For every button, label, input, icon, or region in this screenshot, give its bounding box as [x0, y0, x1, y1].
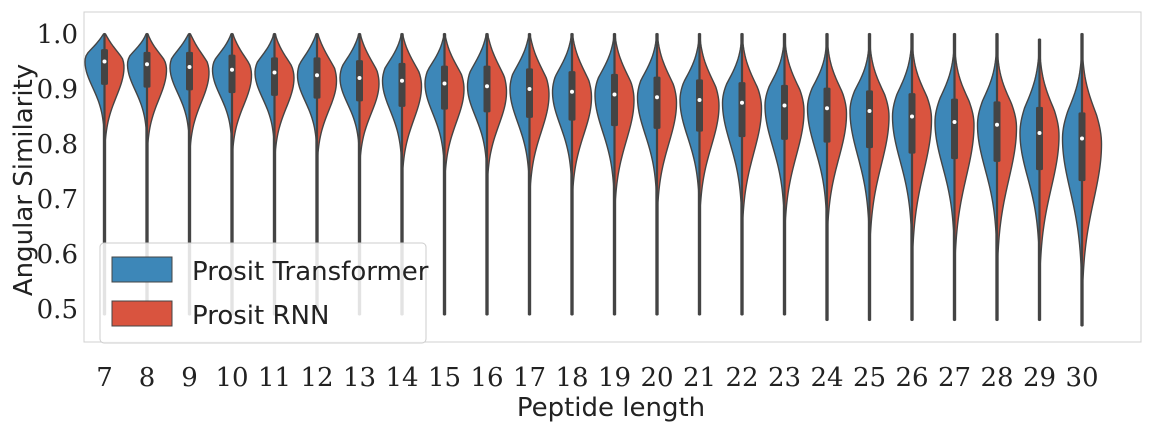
x-tick-label: 11: [258, 363, 291, 393]
violin-iqr-box: [526, 68, 533, 118]
violin-median-dot: [527, 87, 532, 91]
violin-iqr-box: [653, 76, 661, 129]
violin-iqr-box: [228, 54, 236, 94]
legend-label-rnn: Prosit RNN: [192, 301, 329, 331]
x-tick-label: 14: [385, 363, 418, 393]
violin-median-dot: [825, 106, 829, 111]
violin-median-dot: [867, 109, 872, 113]
violin-median-dot: [1080, 136, 1084, 141]
violin-median-dot: [952, 120, 957, 124]
violin-iqr-box: [611, 73, 618, 127]
violin-median-dot: [315, 73, 319, 78]
y-tick-label: 0.7: [37, 185, 78, 215]
x-tick-label: 13: [343, 363, 376, 393]
violin-iqr-box: [143, 51, 151, 88]
violin-iqr-box: [398, 62, 406, 107]
y-tick-label: 1.0: [37, 20, 78, 50]
y-tick-label: 0.8: [37, 130, 78, 160]
violin-median-dot: [187, 65, 192, 69]
violin-iqr-box: [313, 57, 321, 99]
x-tick-label: 17: [513, 363, 546, 393]
violin-iqr-box: [356, 60, 363, 102]
violin-median-dot: [570, 89, 574, 94]
legend-label-transformer: Prosit Transformer: [192, 257, 429, 287]
y-tick-label: 0.9: [37, 75, 78, 105]
violin-iqr-box: [568, 71, 576, 121]
violin-iqr-box: [441, 65, 448, 110]
violin-median-dot: [357, 76, 362, 80]
violin-median-dot: [145, 62, 149, 67]
x-tick-label: 10: [215, 363, 248, 393]
x-tick-label: 8: [139, 363, 156, 393]
x-tick-label: 23: [768, 363, 801, 393]
x-tick-label: 28: [980, 363, 1013, 393]
violin-median-dot: [697, 98, 702, 102]
violin-median-dot: [400, 78, 404, 83]
violin-median-dot: [1037, 131, 1042, 135]
violin-median-dot: [102, 59, 107, 64]
legend-frame: [99, 242, 427, 344]
violin-median-dot: [612, 92, 617, 97]
x-tick-label: 7: [96, 363, 113, 393]
violin-median-dot: [485, 84, 489, 89]
y-tick-label: 0.5: [37, 295, 78, 325]
violin-iqr-box: [951, 98, 958, 160]
violin-median-dot: [740, 100, 744, 105]
violin-iqr-box: [101, 49, 108, 85]
violin-median-dot: [910, 114, 914, 119]
violin-iqr-box: [271, 57, 278, 96]
violin-median-dot: [655, 95, 659, 100]
violin-iqr-box: [1036, 106, 1043, 171]
x-axis-label: Peptide length: [517, 393, 705, 423]
x-tick-label: 12: [300, 363, 333, 393]
violin-layer: [84, 32, 1103, 327]
violin-median-dot: [995, 122, 999, 127]
x-tick-label: 22: [725, 363, 758, 393]
x-tick-label: 20: [640, 363, 673, 393]
x-tick-label: 16: [470, 363, 503, 393]
violin-median-dot: [442, 81, 447, 86]
x-tick-label: 21: [683, 363, 716, 393]
x-tick-label: 24: [810, 363, 843, 393]
x-tick-label: 27: [938, 363, 971, 393]
violin-iqr-box: [696, 79, 703, 132]
violin-iqr-box: [993, 101, 1001, 162]
y-tick-labels: 0.5 0.6 0.7 0.8 0.9 1.0: [37, 20, 78, 325]
violin-median-dot: [782, 103, 787, 108]
violin-iqr-box: [823, 87, 831, 143]
x-tick-label: 15: [428, 363, 461, 393]
violin-median-dot: [230, 67, 234, 72]
x-tick-label: 30: [1065, 363, 1098, 393]
x-tick-labels: 7 8 9 10 11 12 13 14 15 16 17 18 19 20 21 22 23 24 25 26 27 2…: [96, 363, 1098, 393]
x-tick-label: 29: [1023, 363, 1056, 393]
legend: Prosit Transformer Prosit RNN: [99, 242, 429, 344]
legend-swatch-rnn: [111, 300, 173, 327]
violin-median-dot: [272, 70, 277, 75]
y-axis-label: Angular Similarity: [9, 64, 39, 296]
violin-iqr-box: [483, 65, 491, 113]
x-tick-label: 9: [181, 363, 198, 393]
x-tick-label: 19: [598, 363, 631, 393]
y-tick-label: 0.6: [37, 240, 78, 270]
legend-swatch-transformer: [111, 256, 173, 283]
violin-iqr-box: [1078, 112, 1086, 182]
violin-iqr-box: [738, 82, 746, 138]
x-tick-label: 18: [555, 363, 588, 393]
x-tick-label: 25: [853, 363, 886, 393]
violin-iqr-box: [781, 84, 788, 140]
violin-iqr-box: [186, 51, 193, 91]
violin-iqr-box: [866, 90, 873, 149]
violin-iqr-box: [908, 93, 916, 154]
x-tick-label: 26: [895, 363, 928, 393]
